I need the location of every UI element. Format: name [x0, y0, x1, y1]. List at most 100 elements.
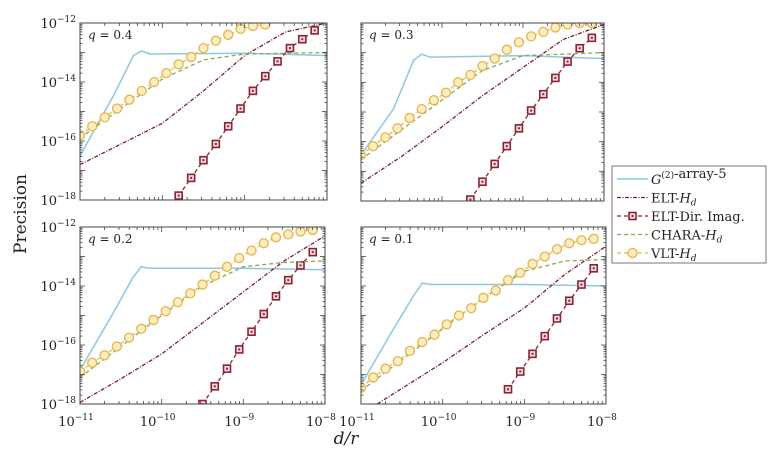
- legend-item-vlt: VLT-Hd: [617, 247, 697, 264]
- legend-item-eltdir: ELT-Dir. Imag.: [617, 210, 745, 225]
- legend-label-part: G: [651, 173, 661, 188]
- tick-exponent: −12: [57, 15, 76, 25]
- circle-marker: [246, 245, 257, 256]
- series-line-elt: [80, 235, 325, 404]
- circle-marker: [501, 44, 512, 55]
- tick-exponent: −9: [522, 413, 536, 423]
- circle-marker: [502, 274, 514, 286]
- series-g2: [361, 282, 606, 386]
- circle-marker: [404, 112, 415, 124]
- legend-label-part: CHARA-: [651, 229, 705, 244]
- circle-marker: [124, 94, 135, 105]
- series-elt: [361, 23, 604, 184]
- square-marker-center: [566, 60, 569, 63]
- circle-marker: [87, 121, 98, 132]
- panel-label-variable: q: [369, 28, 377, 42]
- circle-marker: [161, 67, 172, 79]
- circle-marker: [123, 332, 135, 343]
- circle-marker: [186, 51, 197, 63]
- legend-label-part: H: [678, 247, 691, 262]
- circle-marker: [210, 35, 222, 46]
- panel-frame: [360, 226, 607, 405]
- legend-item-chara: CHARA-Hd: [617, 229, 723, 246]
- circle-marker: [260, 23, 271, 30]
- series-vlt: [80, 23, 271, 141]
- tick-exponent: −9: [241, 413, 255, 423]
- circle-marker: [392, 356, 403, 367]
- tick-base: 10: [58, 415, 75, 430]
- tick-base: 10: [224, 415, 241, 430]
- square-marker-center: [592, 267, 595, 270]
- legend-frame: [611, 165, 767, 264]
- panel-label: q = 0.1: [369, 232, 413, 246]
- series-line-vlt: [361, 23, 592, 156]
- square-marker-center: [202, 159, 205, 162]
- square-marker-center: [301, 38, 304, 41]
- circle-marker: [148, 76, 160, 88]
- legend-label: CHARA-Hd: [651, 229, 723, 246]
- panel-4: 10−11 10−10 10−9 10−8q = 0.1: [339, 226, 618, 430]
- square-marker-center: [276, 60, 279, 63]
- series-vlt: [361, 233, 599, 393]
- series-line-g2: [361, 282, 606, 386]
- y-tick-label: 10−12: [40, 219, 76, 236]
- x-axis-label: d/r: [334, 429, 360, 449]
- tick-exponent: −11: [356, 413, 375, 423]
- series-line-g2: [80, 50, 327, 157]
- legend-label-part: H: [678, 192, 691, 207]
- square-marker-center: [288, 47, 291, 50]
- circle-marker: [539, 251, 550, 262]
- panel-label-value: = 0.3: [377, 28, 414, 42]
- tick-base: 10: [40, 280, 57, 295]
- tick-exponent: −14: [57, 278, 76, 288]
- square-marker-center: [469, 198, 472, 201]
- series-g2: [80, 266, 325, 371]
- square-marker-center: [493, 162, 496, 165]
- series-g2: [80, 50, 327, 157]
- circle-marker: [453, 310, 465, 321]
- circle-marker: [465, 69, 476, 81]
- legend-label-part: d: [717, 236, 723, 246]
- series-chara: [361, 258, 606, 392]
- ticks: [360, 226, 607, 405]
- circle-marker: [111, 103, 123, 114]
- square-marker-center: [313, 29, 316, 32]
- square-marker-center: [519, 370, 522, 373]
- series-line-elt: [376, 245, 606, 404]
- tick-exponent: −8: [323, 413, 337, 423]
- circle-marker: [111, 341, 122, 352]
- circle-marker: [588, 233, 599, 244]
- circle-marker: [538, 26, 549, 38]
- y-axis-label: Precision: [11, 174, 31, 254]
- square-marker-center: [177, 194, 180, 197]
- circle-marker: [440, 87, 452, 98]
- series-line-chara: [361, 258, 606, 392]
- square-marker-center: [631, 215, 634, 217]
- tick-base: 10: [40, 76, 57, 91]
- series-elt: [376, 245, 606, 404]
- x-tick-label: 10−9: [224, 413, 254, 430]
- circle-marker: [489, 53, 500, 64]
- square-marker-center: [299, 264, 302, 267]
- series-line-chara: [80, 51, 327, 139]
- tick-exponent: −12: [57, 219, 76, 229]
- panel-label: q = 0.2: [88, 232, 132, 246]
- legend-item-elt: ELT-Hd: [617, 192, 697, 209]
- series-vlt: [80, 227, 318, 377]
- x-tick-label: 10−11: [339, 413, 375, 430]
- tick-exponent: −8: [604, 413, 618, 423]
- circle-marker: [185, 288, 196, 299]
- circle-marker: [80, 366, 86, 377]
- circle-marker: [209, 270, 220, 281]
- panel-2: q = 0.3: [360, 22, 605, 202]
- legend-label-part: (2): [661, 170, 674, 181]
- legend-label: ELT-Hd: [651, 192, 697, 209]
- series-line-g2: [80, 266, 325, 371]
- circle-marker: [270, 232, 282, 243]
- square-marker-center: [517, 127, 520, 130]
- panel-label: q = 0.3: [369, 28, 413, 42]
- legend-label-part: -array-5: [674, 167, 726, 182]
- series-chara: [80, 51, 327, 139]
